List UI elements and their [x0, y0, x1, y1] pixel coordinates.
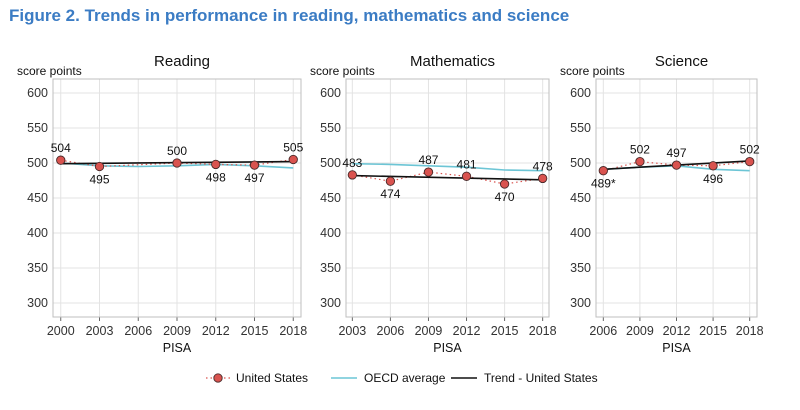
x-axis-label: PISA [662, 341, 691, 355]
legend [206, 373, 477, 383]
y-tick-label: 300 [570, 296, 591, 310]
y-axis-label: score points [310, 64, 375, 78]
y-tick-label: 600 [570, 86, 591, 100]
y-tick-label: 500 [27, 156, 48, 170]
data-label: 497 [244, 171, 264, 185]
legend-label-oecd: OECD average [364, 371, 446, 385]
y-tick-label: 600 [320, 86, 341, 100]
x-tick-label: 2012 [453, 324, 481, 338]
us-data-point [499, 179, 510, 189]
y-tick-label: 400 [27, 226, 48, 240]
us-data-point [538, 173, 548, 184]
y-tick-label: 350 [27, 261, 48, 275]
data-label: 470 [495, 190, 515, 204]
data-label: 505 [283, 141, 303, 155]
us-data-point [211, 159, 221, 170]
us-data-point [249, 160, 260, 170]
x-tick-label: 2012 [663, 324, 691, 338]
us-data-point [94, 161, 105, 172]
panel-mathematics [345, 78, 550, 321]
y-tick-label: 450 [570, 191, 591, 205]
y-tick-label: 350 [570, 261, 591, 275]
x-axis-label: PISA [163, 341, 192, 355]
panel-science [595, 78, 758, 321]
oecd-average-line [352, 162, 543, 172]
data-label: 498 [206, 170, 226, 184]
x-tick-label: 2015 [699, 324, 727, 338]
panel-reading [52, 78, 302, 321]
us-data-point [461, 171, 472, 181]
data-label: 496 [703, 172, 723, 186]
panel-title: Reading [154, 53, 210, 70]
y-tick-label: 550 [320, 121, 341, 135]
y-tick-label: 550 [570, 121, 591, 135]
y-tick-label: 400 [570, 226, 591, 240]
figure-title: Figure 2. Trends in performance in readi… [9, 6, 570, 25]
x-tick-label: 2009 [415, 324, 443, 338]
x-tick-label: 2018 [736, 324, 764, 338]
trend-line [352, 174, 543, 181]
x-tick-label: 2000 [47, 324, 75, 338]
us-data-point [598, 166, 608, 176]
y-tick-label: 350 [320, 261, 341, 275]
x-tick-label: 2012 [202, 324, 230, 338]
y-axis-label: score points [17, 64, 82, 78]
legend-us-marker [213, 373, 223, 383]
data-label: 483 [342, 156, 362, 170]
data-label: 489* [591, 177, 616, 191]
y-tick-label: 550 [27, 121, 48, 135]
x-tick-label: 2018 [279, 324, 307, 338]
us-data-point [635, 156, 645, 167]
data-label: 481 [457, 157, 477, 171]
data-label: 497 [666, 146, 686, 160]
us-data-point [671, 160, 682, 170]
us-dotted-line [352, 171, 543, 185]
panel-title: Science [655, 53, 708, 70]
x-tick-label: 2006 [589, 324, 617, 338]
legend-label-us: United States [236, 371, 308, 385]
us-data-point [347, 170, 357, 180]
data-label: 500 [167, 144, 187, 158]
panel-title: Mathematics [410, 53, 495, 70]
data-label: 474 [380, 187, 400, 201]
data-label: 502 [740, 143, 760, 157]
x-tick-label: 2006 [124, 324, 152, 338]
us-data-point [708, 161, 718, 171]
y-tick-label: 600 [27, 86, 48, 100]
plot-frame [595, 78, 758, 318]
x-tick-label: 2015 [491, 324, 519, 338]
y-tick-label: 300 [320, 296, 341, 310]
y-axis-label: score points [560, 64, 625, 78]
data-label: 487 [418, 153, 438, 167]
x-tick-label: 2003 [86, 324, 114, 338]
us-data-point [172, 158, 182, 168]
data-label: 478 [533, 159, 553, 173]
x-tick-label: 2018 [529, 324, 557, 338]
plot-frame [52, 78, 302, 318]
plot-frame [345, 78, 550, 318]
x-tick-label: 2006 [377, 324, 405, 338]
us-data-point [385, 176, 396, 186]
x-tick-label: 2009 [163, 324, 191, 338]
y-tick-label: 300 [27, 296, 48, 310]
us-data-point [745, 156, 755, 167]
data-label: 495 [89, 173, 109, 187]
x-tick-label: 2009 [626, 324, 654, 338]
data-label: 504 [51, 141, 71, 155]
y-tick-label: 500 [570, 156, 591, 170]
legend-label-trend: Trend - United States [484, 371, 598, 385]
us-dotted-line [60, 158, 294, 168]
y-tick-label: 450 [320, 191, 341, 205]
us-data-point [423, 167, 434, 177]
data-label: 502 [630, 143, 650, 157]
y-tick-label: 450 [27, 191, 48, 205]
us-data-point [56, 155, 66, 165]
x-axis-label: PISA [433, 341, 462, 355]
us-data-point [288, 154, 298, 165]
x-tick-label: 2015 [241, 324, 269, 338]
y-tick-label: 400 [320, 226, 341, 240]
x-tick-label: 2003 [338, 324, 366, 338]
y-tick-label: 500 [320, 156, 341, 170]
